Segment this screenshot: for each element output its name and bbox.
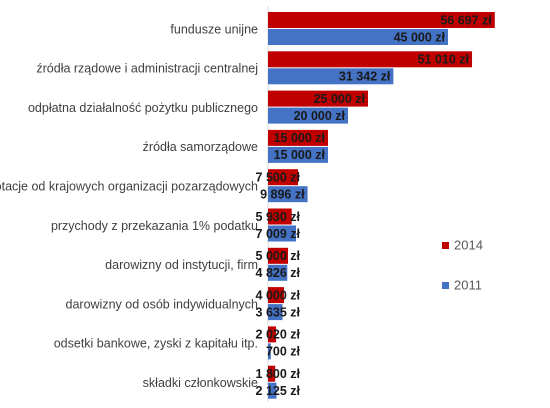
bar-2014-8: [268, 326, 277, 343]
data-label-2014-3: 15 000 zł: [274, 131, 326, 145]
bar-2014-3: [268, 129, 328, 146]
bar-2011-4: [268, 186, 308, 203]
bar-2014-9: [268, 365, 276, 382]
data-label-2014-7: 4 000 zł: [256, 288, 301, 302]
bar-2011-2: [268, 107, 348, 124]
category-label: darowizny od osób indywidualnych: [66, 297, 259, 311]
data-label-2011-4: 9 896 zł: [260, 187, 305, 201]
data-label-2014-2: 25 000 zł: [314, 92, 366, 106]
bar-2011-7: [268, 304, 283, 321]
data-label-2011-5: 7 009 zł: [256, 227, 301, 241]
bar-2011-9: [268, 382, 277, 399]
data-label-2011-2: 20 000 zł: [294, 109, 346, 123]
data-label-2011-6: 4 826 zł: [256, 266, 301, 280]
legend-swatch-2014: [442, 242, 449, 249]
bar-2014-0: [268, 12, 495, 28]
data-label-2011-3: 15 000 zł: [274, 148, 326, 162]
data-label-2011-0: 45 000 zł: [394, 30, 446, 44]
category-label: fundusze unijne: [170, 22, 258, 36]
category-label: składki członkowskie: [143, 376, 258, 390]
category-label: dotacje od krajowych organizacji pozarzą…: [0, 179, 258, 193]
bar-2011-6: [268, 264, 288, 281]
data-label-2011-9: 2 125 zł: [256, 384, 301, 398]
category-label: źródła samorządowe: [143, 140, 258, 154]
data-label-2014-4: 7 500 zł: [256, 170, 301, 184]
data-label-2014-8: 2 020 zł: [256, 328, 301, 342]
legend-label-2011: 2011: [454, 277, 482, 292]
bar-2014-7: [268, 287, 284, 304]
legend-label-2014: 2014: [454, 237, 483, 252]
bar-2011-5: [268, 225, 297, 242]
category-label: odpłatna działalność pożytku publicznego: [28, 101, 258, 115]
data-label-2014-0: 56 697 zł: [440, 13, 492, 27]
bar-2011-3: [268, 146, 328, 163]
category-label: darowizny od instytucji, firm: [105, 258, 258, 272]
category-label: przychody z przekazania 1% podatku: [51, 219, 258, 233]
data-label-2011-7: 3 635 zł: [256, 305, 301, 319]
bar-2014-4: [268, 169, 298, 186]
category-label: odsetki bankowe, zyski z kapitału itp.: [54, 337, 258, 351]
bar-2014-6: [268, 247, 288, 264]
data-label-2014-1: 51 010 zł: [418, 53, 470, 67]
bar-2014-1: [268, 51, 473, 68]
data-label-2011-8: 700 zł: [266, 345, 301, 359]
bar-2011-0: [268, 29, 448, 45]
bar-2011-8: [268, 343, 271, 360]
data-label-2014-6: 5 000 zł: [256, 249, 301, 263]
category-label: źródła rządowe i administracji centralne…: [36, 62, 258, 76]
bar-2011-1: [268, 68, 394, 85]
data-label-2014-5: 5 930 zł: [256, 210, 301, 224]
bar-2014-5: [268, 208, 292, 225]
data-label-2014-9: 1 800 zł: [256, 367, 301, 381]
bar-2014-2: [268, 90, 368, 107]
data-label-2011-1: 31 342 zł: [339, 70, 391, 84]
legend-swatch-2011: [442, 282, 449, 289]
